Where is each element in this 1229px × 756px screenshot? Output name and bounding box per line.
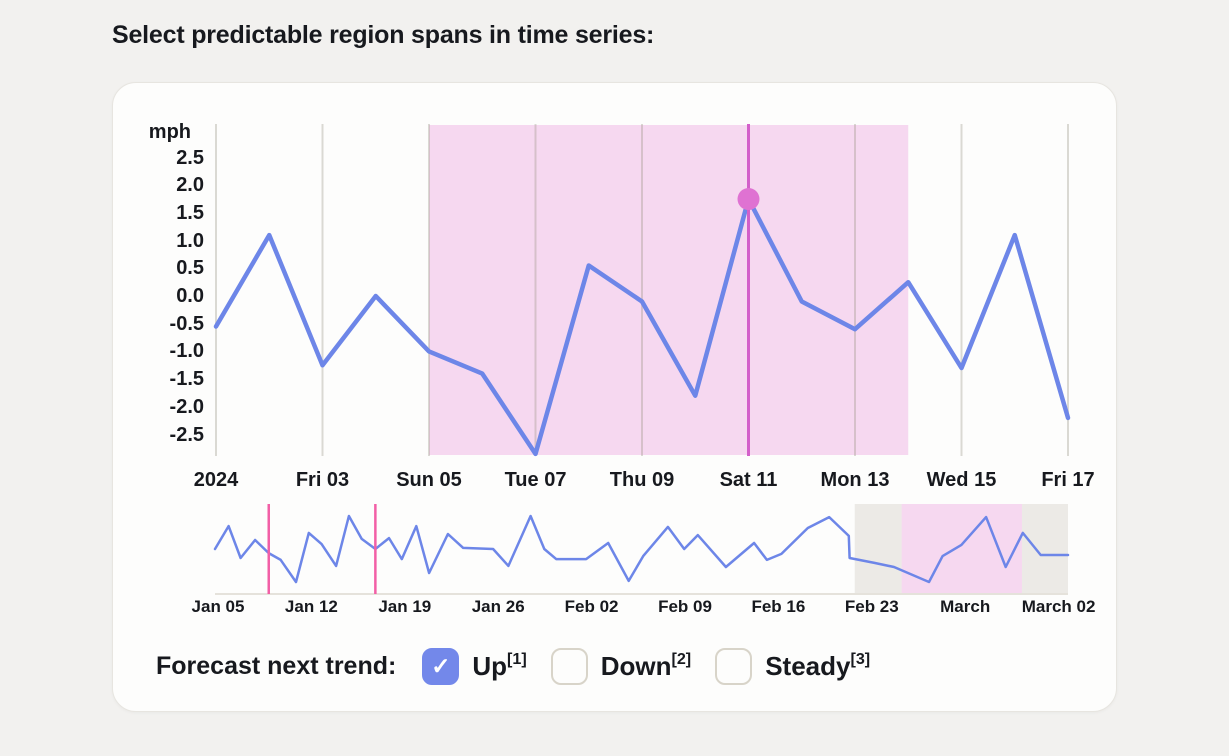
down-shortcut-ref: [2] bbox=[671, 649, 692, 668]
down-checkbox[interactable]: ✓ bbox=[550, 647, 588, 685]
forecast-label: Forecast next trend: bbox=[156, 651, 397, 680]
predictable-region-highlight[interactable] bbox=[429, 125, 909, 455]
steady-option-label: Steady[3] bbox=[765, 649, 871, 681]
up-shortcut-ref: [1] bbox=[507, 649, 527, 668]
forecast-row: Forecast next trend: ✓ Up[1] ✓ Down[2] ✓… bbox=[156, 639, 870, 693]
overview-highlight-band[interactable] bbox=[901, 504, 1022, 594]
detail-series-line bbox=[213, 196, 1071, 457]
overview-series-line bbox=[213, 514, 1070, 584]
forecast-option-steady[interactable]: ✓ Steady[3] bbox=[715, 647, 871, 685]
steady-shortcut-ref: [3] bbox=[850, 649, 871, 668]
charts-canvas bbox=[213, 124, 1071, 595]
checkmark-icon: ✓ bbox=[431, 652, 451, 679]
forecast-option-up[interactable]: ✓ Up[1] bbox=[422, 647, 527, 685]
steady-checkbox[interactable]: ✓ bbox=[715, 647, 753, 685]
down-option-label: Down[2] bbox=[600, 649, 692, 681]
forecast-option-down[interactable]: ✓ Down[2] bbox=[550, 647, 692, 685]
selected-point-marker[interactable] bbox=[737, 188, 760, 211]
chart-card: mph 2.5 2.0 1.5 1.0 0.5 0.0 -0.5 -1.0 -1.5 -2.0 -2… bbox=[112, 82, 1117, 712]
up-option-label: Up[1] bbox=[472, 649, 527, 681]
page-title: Select predictable region spans in time … bbox=[112, 21, 655, 49]
up-checkbox[interactable]: ✓ bbox=[422, 647, 460, 685]
